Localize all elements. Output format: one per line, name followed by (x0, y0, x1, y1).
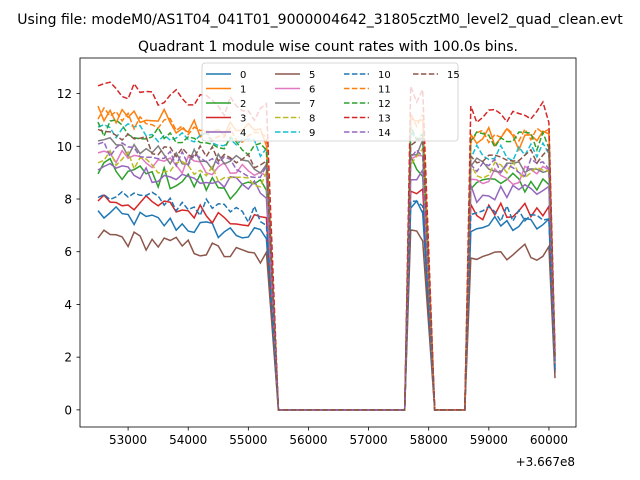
x-tick-label: 59000 (470, 433, 508, 447)
x-offset-label: +3.667e8 (516, 455, 575, 469)
series-line-15 (97, 128, 556, 411)
axes-frame (79, 57, 577, 428)
y-tick-label: 8 (64, 193, 72, 207)
series-line-11 (97, 106, 556, 411)
x-tick-label: 55000 (229, 433, 267, 447)
series-line-5 (97, 229, 556, 411)
y-tick-label: 4 (64, 298, 72, 312)
legend-label-13: 13 (378, 114, 391, 125)
legend-label-12: 12 (378, 99, 391, 110)
series-line-4 (97, 162, 556, 411)
x-tick-label: 53000 (109, 433, 147, 447)
figure-suptitle: Using file: modeM0/AS1T04_041T01_9000004… (17, 12, 623, 28)
y-tick-label: 6 (64, 245, 72, 259)
legend-label-9: 9 (309, 128, 315, 139)
legend-label-4: 4 (240, 128, 246, 139)
series-line-12 (97, 119, 556, 411)
legend-label-1: 1 (240, 85, 246, 96)
series-line-6 (97, 149, 556, 411)
series-line-0 (97, 199, 556, 411)
legend-label-8: 8 (309, 114, 315, 125)
legend-label-10: 10 (378, 70, 391, 81)
y-tick-label: 0 (64, 403, 72, 417)
legend-box (201, 62, 459, 142)
x-tick-label: 57000 (349, 433, 387, 447)
legend-label-2: 2 (240, 99, 246, 110)
chart-title: Quadrant 1 module wise count rates with … (138, 39, 518, 55)
series-line-2 (97, 155, 556, 411)
x-tick-label: 56000 (289, 433, 327, 447)
legend-label-6: 6 (309, 85, 315, 96)
legend-label-5: 5 (309, 70, 315, 81)
y-tick-label: 2 (64, 351, 72, 365)
legend-label-14: 14 (378, 128, 391, 139)
series-line-10 (97, 190, 556, 411)
legend-label-0: 0 (240, 70, 246, 81)
series-line-9 (97, 122, 556, 411)
x-tick-label: 54000 (169, 433, 207, 447)
series-line-1 (97, 105, 556, 411)
legend-label-7: 7 (309, 99, 315, 110)
legend-label-3: 3 (240, 114, 246, 125)
series-line-8 (97, 146, 556, 411)
legend-label-15: 15 (447, 70, 460, 81)
y-tick-label: 10 (57, 140, 72, 154)
series-line-14 (97, 141, 556, 411)
legend-label-11: 11 (378, 85, 391, 96)
x-tick-label: 58000 (410, 433, 448, 447)
y-tick-label: 12 (57, 87, 72, 101)
x-tick-label: 60000 (530, 433, 568, 447)
plot-area: 53000 54000 55000 56000 57000 58000 59000 60000… (57, 57, 577, 447)
